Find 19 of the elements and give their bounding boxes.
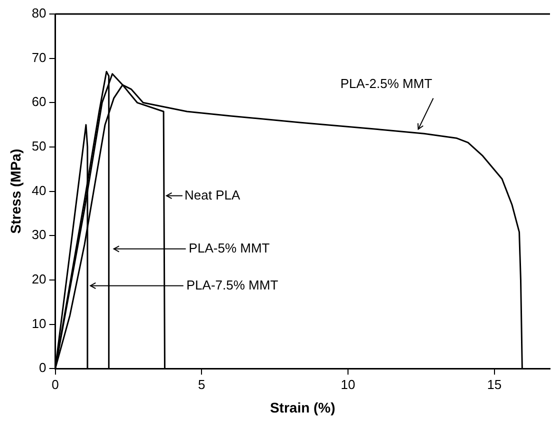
- y-tick-label: 30: [32, 227, 46, 242]
- annotation: PLA-7.5% MMT: [186, 277, 278, 292]
- y-tick-label: 70: [32, 50, 46, 65]
- annotation: PLA-5% MMT: [188, 240, 270, 256]
- y-tick-label: 40: [32, 182, 46, 198]
- y-axis-title: Stress (MPa): [7, 148, 24, 234]
- x-axis-title: Strain (%): [270, 399, 336, 416]
- y-tick-label: 0: [39, 360, 46, 376]
- y-tick-label: 10: [32, 316, 46, 331]
- y-tick-label: 60: [32, 94, 46, 110]
- x-tick-label: 0: [52, 376, 59, 392]
- y-tick-label: 80: [32, 6, 46, 21]
- x-tick-label: 15: [487, 376, 502, 392]
- y-tick-label: 50: [32, 138, 46, 154]
- x-tick-label: 5: [198, 376, 206, 392]
- y-tick-label: 20: [32, 272, 46, 287]
- annotation: Neat PLA: [184, 187, 240, 202]
- annotation: PLA-2.5% MMT: [340, 76, 432, 91]
- x-tick-label: 10: [340, 376, 356, 392]
